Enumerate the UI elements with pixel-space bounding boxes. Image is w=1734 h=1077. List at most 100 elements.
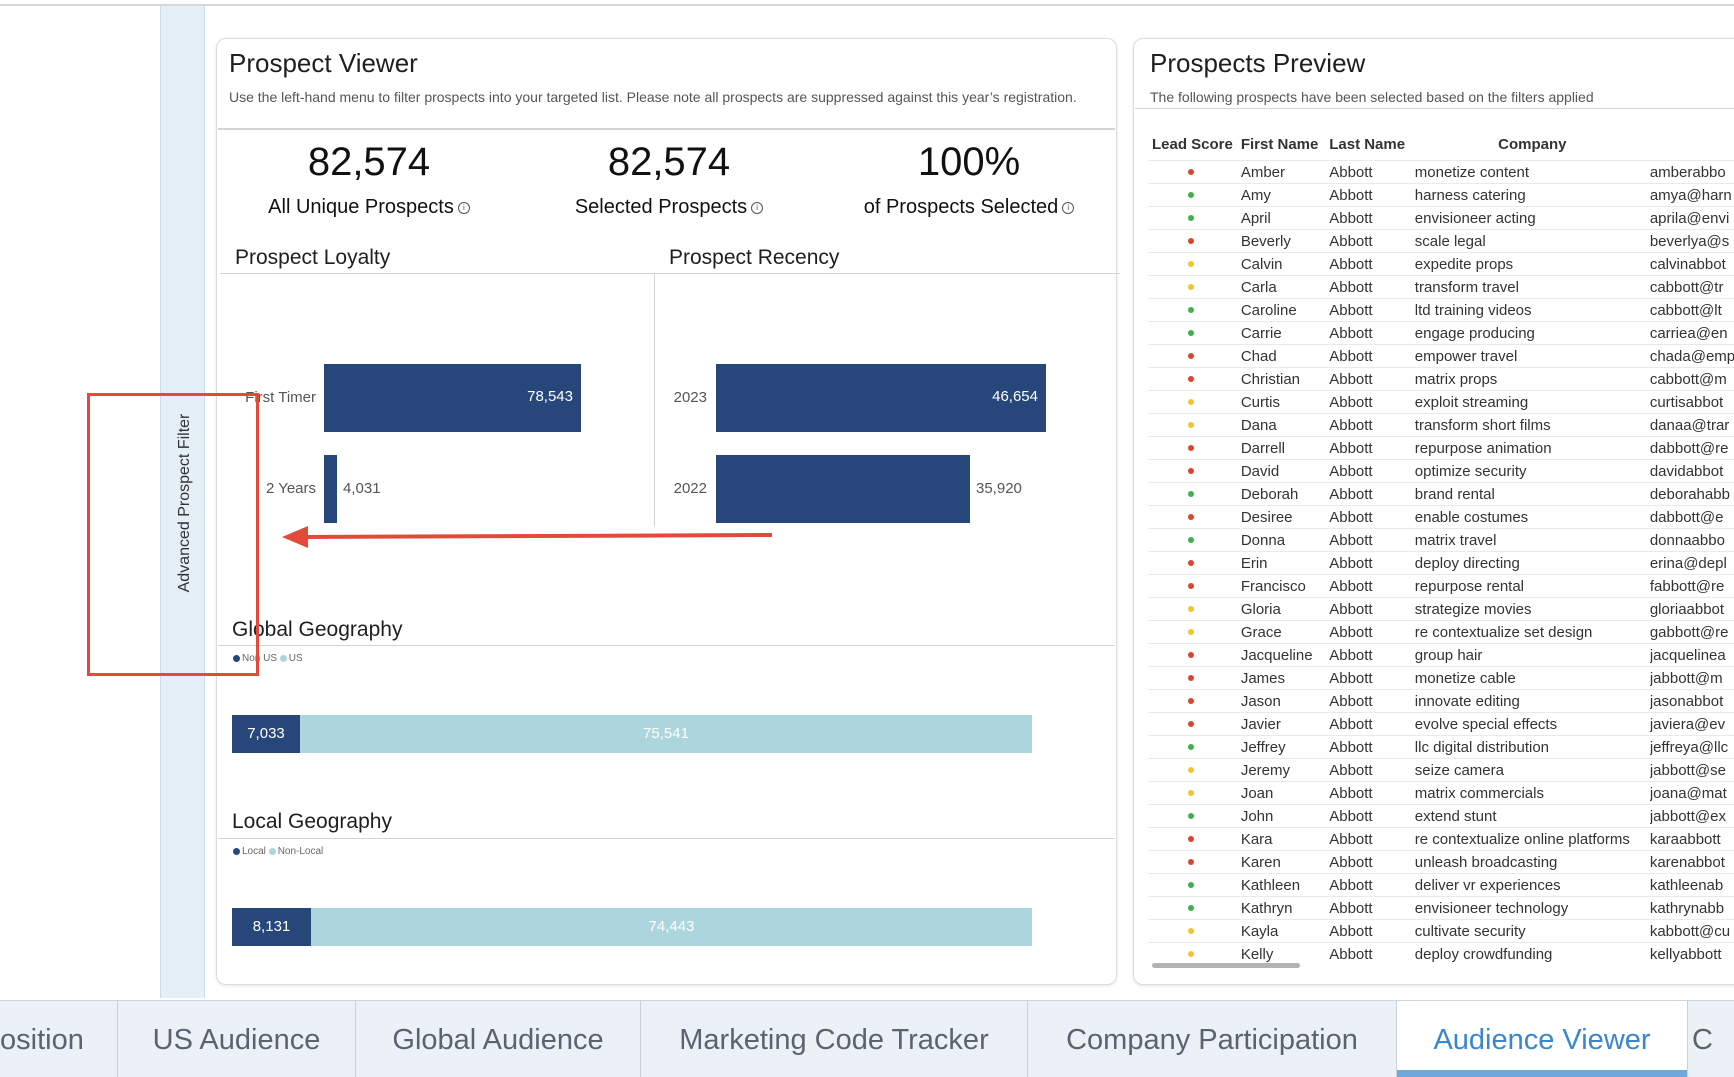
table-row[interactable]: Jeremy Abbott seize camera jabbott@se bbox=[1148, 758, 1734, 782]
tab-company-participation[interactable]: Company Participation bbox=[1028, 1001, 1397, 1077]
table-row[interactable]: Deborah Abbott brand rental deborahabb bbox=[1148, 482, 1734, 506]
table-row[interactable]: Kelly Abbott deploy crowdfunding kellyabbot… bbox=[1148, 942, 1734, 965]
loyalty-title: Prospect Loyalty bbox=[235, 246, 391, 269]
loyalty-bar-2-years[interactable] bbox=[324, 455, 337, 523]
tab-us-audience[interactable]: US Audience bbox=[118, 1001, 356, 1077]
table-row[interactable]: Amber Abbott monetize content amberabbo bbox=[1148, 160, 1734, 184]
tab-audience-viewer[interactable]: Audience Viewer bbox=[1397, 1001, 1688, 1077]
table-row[interactable]: Curtis Abbott exploit streaming curtisabbot bbox=[1148, 390, 1734, 414]
last-name-cell: Abbott bbox=[1329, 692, 1373, 710]
prospects-preview-subtitle: The following prospects have been select… bbox=[1150, 89, 1594, 105]
global-divider bbox=[218, 645, 1115, 646]
table-row[interactable]: Kara Abbott re contextualize online platfo… bbox=[1148, 827, 1734, 851]
recency-bar-2023[interactable] bbox=[716, 364, 1046, 432]
lead-score-cell bbox=[1148, 759, 1241, 782]
first-name-cell: Jeremy bbox=[1240, 761, 1291, 779]
table-row[interactable]: Carla Abbott transform travel cabbott@tr bbox=[1148, 275, 1734, 299]
loyalty-value-1: 4,031 bbox=[343, 480, 381, 497]
lead-score-dot-icon bbox=[1188, 491, 1194, 497]
company-cell: transform short films bbox=[1414, 416, 1551, 434]
first-name-cell: Darrell bbox=[1240, 439, 1286, 457]
table-row[interactable]: Darrell Abbott repurpose animation dabbott@… bbox=[1148, 436, 1734, 460]
column-header-lead-score[interactable]: Lead Score bbox=[1152, 135, 1233, 153]
column-header-company[interactable]: Company bbox=[1498, 135, 1567, 153]
column-header-email[interactable] bbox=[1650, 128, 1734, 161]
table-row[interactable]: Joan Abbott matrix commercials joana@mat bbox=[1148, 781, 1734, 805]
email-cell: cabbott@m bbox=[1649, 370, 1727, 388]
last-name-cell: Abbott bbox=[1329, 163, 1373, 181]
table-row[interactable]: Kayla Abbott cultivate security kabbott@cu bbox=[1148, 919, 1734, 943]
table-row[interactable]: James Abbott monetize cable jabbott@m bbox=[1148, 666, 1734, 690]
table-row[interactable]: Javier Abbott evolve special effects javier… bbox=[1148, 712, 1734, 736]
first-name-cell: Kelly bbox=[1240, 945, 1274, 963]
table-row[interactable]: Jeffrey Abbott llc digital distribution jef… bbox=[1148, 735, 1734, 759]
table-row[interactable]: Beverly Abbott scale legal beverlya@s bbox=[1148, 229, 1734, 253]
prospects-preview-card bbox=[1133, 38, 1734, 985]
local-segment-non-local[interactable]: 74,443 bbox=[311, 908, 1032, 946]
column-header-first-name[interactable]: First Name bbox=[1240, 135, 1319, 153]
table-row[interactable]: Kathleen Abbott deliver vr experiences kath… bbox=[1148, 873, 1734, 897]
table-row[interactable]: Francisco Abbott repurpose rental fabbott@r… bbox=[1148, 574, 1734, 598]
recency-bar-2022[interactable] bbox=[716, 455, 970, 523]
table-row[interactable]: Kathryn Abbott envisioneer technology kathr… bbox=[1148, 896, 1734, 920]
global-segment-non-us[interactable]: 7,033 bbox=[232, 715, 300, 753]
lead-score-cell bbox=[1148, 943, 1241, 965]
column-header-last-name[interactable]: Last Name bbox=[1329, 135, 1406, 153]
table-row[interactable]: Chad Abbott empower travel chada@emp bbox=[1148, 344, 1734, 368]
info-icon[interactable]: i bbox=[1062, 201, 1075, 214]
recency-category-0: 2023 bbox=[673, 389, 707, 406]
table-row[interactable]: Desiree Abbott enable costumes dabbott@e bbox=[1148, 505, 1734, 529]
table-row[interactable]: Dana Abbott transform short films danaa@tra… bbox=[1148, 413, 1734, 437]
table-row[interactable]: Christian Abbott matrix props cabbott@m bbox=[1148, 367, 1734, 391]
email-cell: jabbott@m bbox=[1649, 669, 1723, 687]
table-row[interactable]: Calvin Abbott expedite props calvinabbot bbox=[1148, 252, 1734, 276]
first-name-cell: Beverly bbox=[1240, 232, 1291, 250]
recency-category-1: 2022 bbox=[673, 480, 707, 497]
company-cell: strategize movies bbox=[1414, 600, 1532, 618]
table-row[interactable]: Jacqueline Abbott group hair jacquelinea bbox=[1148, 643, 1734, 667]
table-row[interactable]: Grace Abbott re contextualize set design ga… bbox=[1148, 620, 1734, 644]
email-cell: gabbott@re bbox=[1649, 623, 1729, 641]
lead-score-cell bbox=[1148, 644, 1241, 667]
tab-composition[interactable]: osition bbox=[0, 1001, 118, 1077]
lead-score-dot-icon bbox=[1188, 744, 1194, 750]
legend-dot bbox=[279, 654, 287, 662]
lead-score-cell bbox=[1148, 368, 1241, 391]
lead-score-cell bbox=[1148, 598, 1241, 621]
tab-marketing-code-tracker[interactable]: Marketing Code Tracker bbox=[641, 1001, 1028, 1077]
prospects-table-container[interactable]: Lead Score First Name Last Name Company … bbox=[1148, 128, 1734, 964]
email-cell: cabbott@tr bbox=[1649, 278, 1724, 296]
table-row[interactable]: April Abbott envisioneer acting aprila@envi bbox=[1148, 206, 1734, 230]
info-icon[interactable]: i bbox=[751, 201, 764, 214]
lead-score-cell bbox=[1148, 690, 1241, 713]
horizontal-scrollbar[interactable] bbox=[1152, 963, 1300, 968]
table-row[interactable]: Karen Abbott unleash broadcasting karenabbo… bbox=[1148, 850, 1734, 874]
lead-score-cell bbox=[1148, 345, 1241, 368]
lead-score-cell bbox=[1148, 322, 1241, 345]
table-row[interactable]: Gloria Abbott strategize movies gloriaabbot bbox=[1148, 597, 1734, 621]
tab-global-audience[interactable]: Global Audience bbox=[356, 1001, 641, 1077]
loyalty-bar-first-timer[interactable] bbox=[324, 364, 581, 432]
info-icon[interactable]: i bbox=[457, 201, 470, 214]
first-name-cell: Dana bbox=[1240, 416, 1277, 434]
table-row[interactable]: Erin Abbott deploy directing erina@depl bbox=[1148, 551, 1734, 575]
global-segment-us[interactable]: 75,541 bbox=[300, 715, 1032, 753]
table-row[interactable]: Jason Abbott innovate editing jasonabbot bbox=[1148, 689, 1734, 713]
table-row[interactable]: John Abbott extend stunt jabbott@ex bbox=[1148, 804, 1734, 828]
global-geography-bar[interactable]: 7,033 75,541 bbox=[232, 715, 1032, 753]
email-cell: donnaabbo bbox=[1649, 531, 1725, 549]
table-row[interactable]: Carrie Abbott engage producing carriea@en bbox=[1148, 321, 1734, 345]
local-geography-bar[interactable]: 8,131 74,443 bbox=[232, 908, 1032, 946]
kpi-percent-label: of Prospects Selected i bbox=[819, 196, 1119, 219]
prospects-table: Lead Score First Name Last Name Company … bbox=[1148, 128, 1734, 964]
local-segment-local[interactable]: 8,131 bbox=[232, 908, 311, 946]
tab-overflow[interactable]: C bbox=[1692, 1024, 1713, 1056]
last-name-cell: Abbott bbox=[1329, 922, 1373, 940]
lead-score-dot-icon bbox=[1188, 215, 1194, 221]
table-row[interactable]: Donna Abbott matrix travel donnaabbo bbox=[1148, 528, 1734, 552]
table-row[interactable]: Caroline Abbott ltd training videos cabbott… bbox=[1148, 298, 1734, 322]
advanced-filter-pane[interactable] bbox=[160, 6, 205, 998]
table-row[interactable]: David Abbott optimize security davidabbot bbox=[1148, 459, 1734, 483]
email-cell: kabbott@cu bbox=[1649, 922, 1731, 940]
table-row[interactable]: Amy Abbott harness catering amya@harn bbox=[1148, 183, 1734, 207]
